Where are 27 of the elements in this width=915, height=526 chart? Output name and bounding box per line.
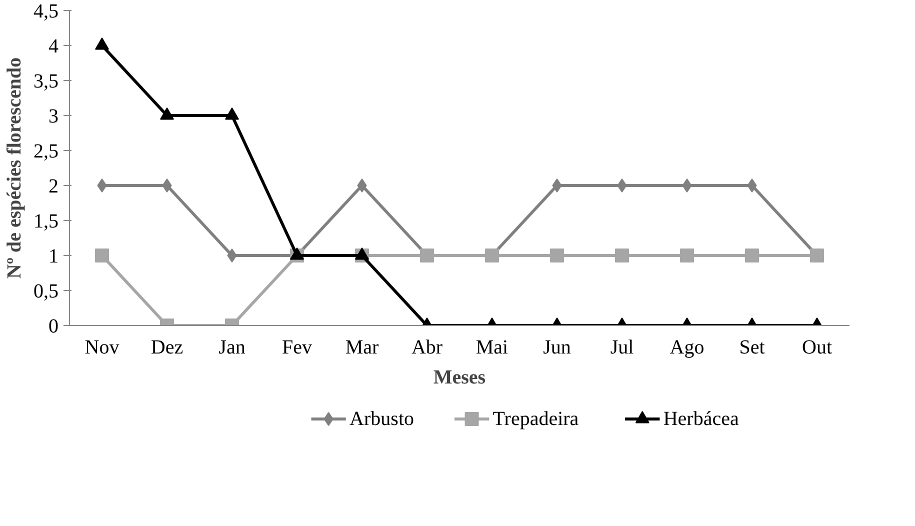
- y-tick-label: 0: [48, 316, 58, 338]
- x-tick-label: Mar: [345, 336, 379, 358]
- legend-label: Arbusto: [350, 408, 414, 430]
- y-tick-label: 2: [48, 176, 58, 198]
- y-tick-label: 1,5: [34, 210, 58, 232]
- y-tick-label: 4: [48, 36, 58, 58]
- x-tick-label: Nov: [84, 336, 120, 358]
- y-tick-label: 1: [48, 246, 58, 268]
- legend-label: Trepadeira: [492, 408, 579, 430]
- x-tick-label: Mai: [476, 336, 509, 358]
- x-tick-label: Out: [802, 336, 832, 358]
- x-tick-label: Set: [739, 336, 766, 358]
- x-tick-label: Fev: [282, 336, 312, 358]
- x-tick-label: Dez: [150, 336, 184, 358]
- x-axis-title: Meses: [433, 366, 486, 388]
- x-tick-label: Jun: [543, 336, 571, 358]
- y-tick-label: 0,5: [34, 280, 58, 302]
- legend-label: Herbácea: [663, 408, 739, 430]
- y-tick-label: 3,5: [34, 70, 58, 92]
- y-tick-label: 4,5: [34, 0, 58, 22]
- x-tick-label: Jan: [218, 336, 246, 358]
- y-axis-title: Nº de espécies florescendo: [4, 57, 26, 279]
- y-tick-label: 2,5: [34, 140, 58, 162]
- x-tick-label: Abr: [411, 336, 443, 358]
- y-tick-label: 3: [48, 106, 58, 128]
- x-tick-label: Ago: [670, 336, 704, 358]
- x-tick-label: Jul: [610, 336, 634, 358]
